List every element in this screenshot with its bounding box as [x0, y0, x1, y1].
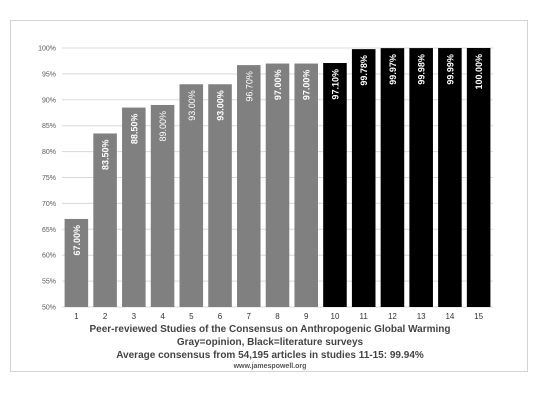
data-label-15: 100.00%: [474, 54, 484, 90]
bar-6: [208, 84, 232, 307]
data-label-8: 97.00%: [273, 70, 283, 101]
data-label-7: 96.70%: [244, 71, 254, 102]
data-label-13: 99.98%: [417, 54, 427, 85]
bar-8: [265, 63, 290, 307]
x-tick-label: 1: [74, 312, 79, 321]
x-tick-label: 2: [103, 312, 108, 321]
data-label-6: 93.00%: [216, 90, 226, 121]
bar-12: [380, 48, 405, 308]
bars: 67.00% 83.50% 88.50% 89.00% 93.00% 93.00% 96.7…: [64, 48, 491, 308]
y-axis-tick-labels: 50% 55% 60% 65% 70% 75% 80% 85% 90% 95% 100%: [38, 46, 56, 312]
bar-10: [323, 63, 347, 307]
data-label-14: 99.99%: [445, 54, 455, 85]
x-tick-label: 13: [417, 312, 426, 321]
chart-legend-note: Gray=opinion, Black=literature surveys: [176, 337, 364, 348]
y-tick-label: 60%: [42, 253, 56, 260]
data-label-10: 97.10%: [330, 69, 340, 100]
x-tick-label: 10: [331, 312, 340, 321]
x-tick-label: 14: [445, 312, 454, 321]
bar-7: [236, 65, 261, 308]
x-tick-label: 15: [474, 312, 483, 321]
source-website: www.jamespowell.org: [233, 363, 307, 370]
y-tick-label: 70%: [42, 201, 56, 208]
data-label-2: 83.50%: [101, 139, 111, 170]
y-tick-label: 55%: [42, 279, 56, 286]
x-tick-label: 4: [160, 312, 165, 321]
data-label-1: 67.00%: [72, 225, 82, 256]
chart-summary-note: Average consensus from 54,195 articles i…: [116, 350, 424, 361]
x-tick-label: 11: [360, 312, 369, 321]
y-tick-label: 85%: [42, 123, 56, 130]
x-tick-label: 3: [132, 312, 137, 321]
bar-9: [294, 63, 319, 307]
x-tick-label: 7: [247, 312, 252, 321]
y-tick-label: 100%: [38, 46, 56, 53]
bar-15: [466, 48, 491, 307]
x-tick-label: 9: [304, 312, 309, 321]
data-label-3: 88.50%: [129, 114, 139, 145]
x-tick-label: 5: [189, 312, 194, 321]
bar-13: [409, 48, 433, 307]
bar-14: [438, 48, 462, 308]
data-label-11: 99.78%: [359, 55, 369, 86]
y-tick-label: 65%: [42, 227, 56, 234]
x-tick-label: 6: [218, 312, 223, 321]
x-tick-label: 8: [275, 312, 280, 321]
bar-2: [93, 133, 117, 307]
x-axis-tick-labels: 1 2 3 4 5 6 7 8 9 10 11 12 13 14 15: [74, 312, 483, 321]
data-label-9: 97.00%: [302, 70, 312, 101]
data-label-5: 93.00%: [187, 90, 197, 121]
bar-1: [64, 218, 89, 307]
y-tick-label: 95%: [42, 71, 56, 78]
bar-5: [179, 84, 204, 307]
bar-3: [122, 107, 146, 307]
y-tick-label: 90%: [42, 97, 56, 104]
x-tick-label: 12: [388, 312, 397, 321]
bar-4: [150, 104, 175, 307]
y-tick-label: 80%: [42, 149, 56, 156]
bar-11: [351, 49, 376, 308]
chart-title: Peer-reviewed Studies of the Consensus o…: [89, 324, 451, 335]
y-tick-label: 75%: [42, 175, 56, 182]
data-label-4: 89.00%: [158, 111, 168, 142]
data-label-12: 99.97%: [388, 54, 398, 85]
y-tick-label: 50%: [42, 305, 56, 312]
